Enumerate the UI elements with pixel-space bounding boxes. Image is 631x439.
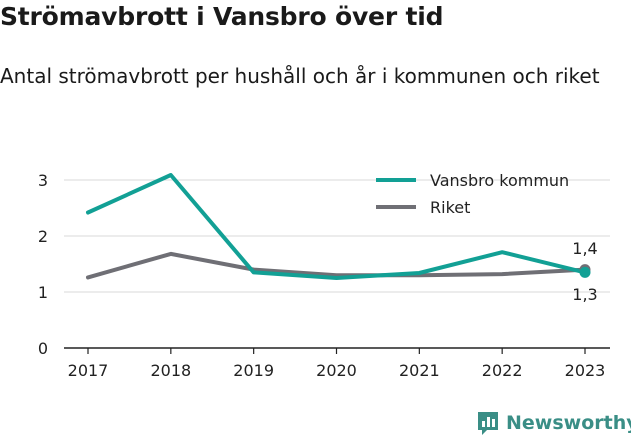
end-label-lower: 1,3 [572, 285, 597, 304]
series-line-vansbro [86, 173, 587, 280]
y-tick-label-2: 2 [38, 227, 48, 246]
y-tick-label-3: 3 [38, 171, 48, 190]
y-tick-label-0: 0 [38, 339, 48, 358]
legend: Vansbro kommun Riket [376, 171, 569, 217]
x-tick-label-2020: 2020 [316, 361, 357, 380]
x-tick-label-2017: 2017 [68, 361, 109, 380]
x-tick-label-2022: 2022 [482, 361, 523, 380]
x-axis: 2017 2018 2019 2020 2021 2022 2023 [64, 347, 610, 380]
x-tick-label-2021: 2021 [399, 361, 440, 380]
newsworthy-logo-icon [478, 412, 498, 435]
series-line-riket [86, 251, 587, 280]
legend-label-vansbro: Vansbro kommun [430, 171, 569, 190]
end-labels: 1,4 1,3 [572, 239, 597, 304]
series-lines [86, 173, 591, 280]
end-point-vansbro [579, 266, 591, 278]
logo-text: Newsworthy [506, 412, 631, 434]
x-tick-label-2018: 2018 [150, 361, 191, 380]
legend-label-riket: Riket [430, 198, 470, 217]
y-axis: 0 1 2 3 [38, 171, 48, 358]
end-label-upper: 1,4 [572, 239, 597, 258]
y-tick-label-1: 1 [38, 283, 48, 302]
newsworthy-logo: Newsworthy [476, 409, 631, 437]
x-tick-label-2019: 2019 [233, 361, 274, 380]
chart-title: Strömavbrott i Vansbro över tid [0, 2, 444, 31]
chart-subtitle: Antal strömavbrott per hushåll och år i … [0, 64, 600, 88]
x-tick-label-2023: 2023 [565, 361, 606, 380]
